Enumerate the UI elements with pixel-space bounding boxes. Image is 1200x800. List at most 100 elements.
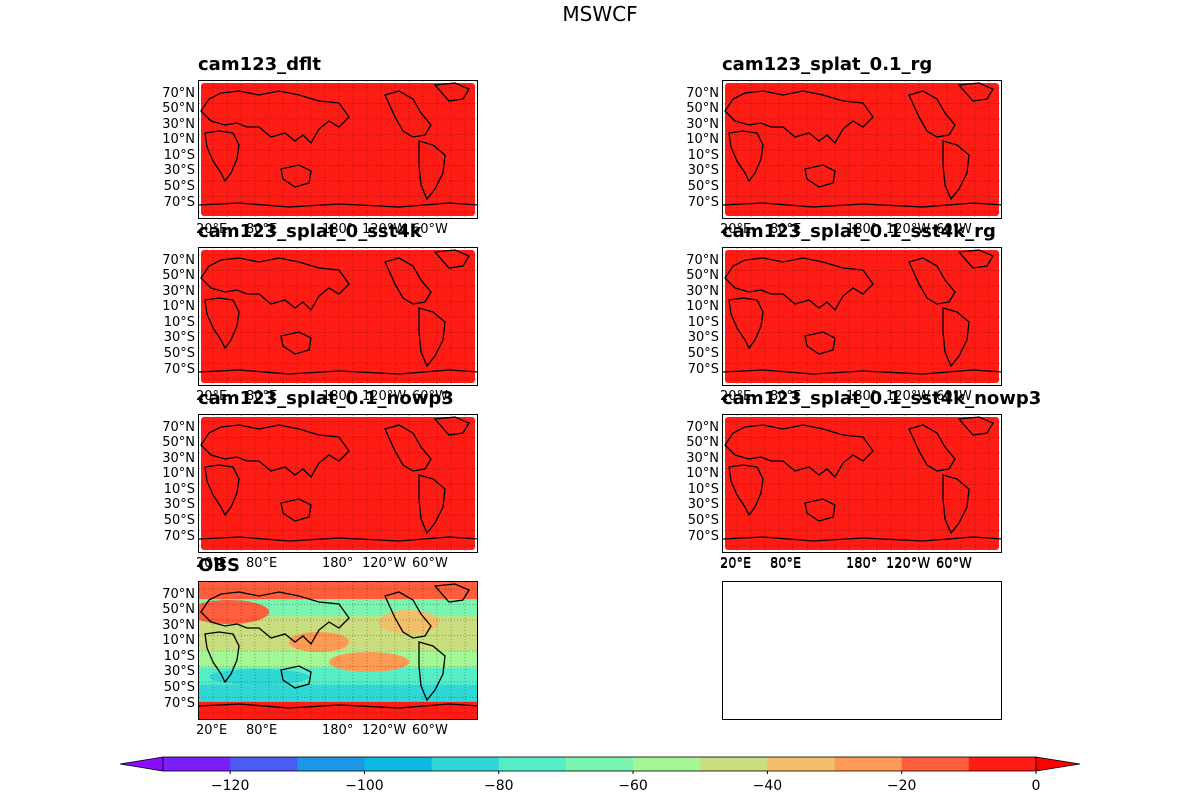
obs-patch (289, 632, 349, 652)
lat-tick-label: 70°N (162, 253, 195, 268)
lat-tick-label: 70°S (163, 696, 195, 711)
lon-tick-label: 60°W (412, 222, 448, 237)
map-field-svg (723, 81, 1001, 218)
lat-tick-label: 70°N (162, 86, 195, 101)
lat-tick-label: 50°N (162, 268, 195, 283)
coastline (723, 202, 1001, 208)
lon-tick-label: 120°W (362, 389, 407, 404)
colorbar-segment (633, 757, 701, 771)
colorbar-segment (968, 757, 1037, 771)
lat-tick-label: 10°N (162, 633, 195, 648)
coastline (199, 703, 477, 709)
coastline (200, 424, 350, 479)
lon-tick-label: 20°E (720, 222, 752, 237)
coastline (728, 130, 764, 183)
lon-tick-label: 60°W (412, 389, 448, 404)
map-field-svg (199, 81, 477, 218)
obs-band-70S-50S (199, 684, 477, 703)
panel-title: cam123_splat_0.1_rg (722, 54, 933, 75)
lon-tick-label: 180° (322, 556, 354, 571)
lat-tick-label: 50°N (162, 101, 195, 116)
coastline (199, 369, 477, 375)
obs-band-70N-90N (199, 582, 477, 601)
lat-tick-label: 10°N (162, 132, 195, 147)
lat-tick-label: 50°S (687, 179, 719, 194)
lat-tick-label: 70°N (686, 86, 719, 101)
colorbar: −120 −100 −80 −60 −40 −20 0 (118, 754, 1084, 794)
coastline (384, 424, 432, 472)
lon-tick-label: 60°W (936, 556, 972, 571)
coastline (942, 307, 970, 368)
lon-tick-label: 20°E (720, 556, 752, 571)
panel-title: cam123_dflt (198, 54, 321, 75)
lon-tick-label: 20°E (196, 723, 228, 738)
lat-tick-label: 70°N (686, 253, 719, 268)
field-fill (725, 83, 999, 216)
coastline (804, 164, 836, 188)
coastline (908, 90, 956, 138)
colorbar-over-triangle (1035, 756, 1081, 772)
lat-tick-label: 50°N (686, 101, 719, 116)
lon-tick-label: 120°W (362, 556, 407, 571)
coastline (204, 631, 240, 684)
obs-patch (199, 600, 269, 624)
coastline (728, 297, 764, 350)
coastline (204, 130, 240, 183)
coastline (723, 536, 1001, 542)
coastline (280, 498, 312, 522)
lon-tick-label: 80°E (246, 222, 278, 237)
coastline (724, 90, 874, 145)
coastline (433, 249, 470, 269)
lat-tick-label: 70°N (162, 420, 195, 435)
coastline (280, 331, 312, 355)
lat-tick-label: 70°N (686, 420, 719, 435)
obs-patch (209, 669, 309, 685)
lat-tick-label: 30°S (163, 163, 195, 178)
colorbar-segment (834, 757, 903, 771)
coastline (200, 257, 350, 312)
coastline (280, 665, 312, 689)
lat-tick-label: 50°S (163, 680, 195, 695)
lon-tick-label: 60°W (936, 557, 972, 572)
lon-tick-label: 120°W (886, 557, 931, 572)
coastline (957, 82, 994, 102)
lon-tick-label: 180° (846, 222, 878, 237)
colorbar-tick-label: −20 (886, 778, 917, 794)
coastline (433, 82, 470, 102)
lat-tick-label: 10°N (686, 299, 719, 314)
lat-tick-label: 10°N (162, 466, 195, 481)
lat-tick-label: 50°S (163, 513, 195, 528)
lat-tick-label: 70°S (687, 195, 719, 210)
lon-tick-label: 60°W (412, 556, 448, 571)
colorbar-tick-label: −60 (618, 778, 648, 794)
coastline (418, 307, 446, 368)
lat-tick-label: 30°N (162, 284, 195, 299)
colorbar-segment (565, 757, 634, 771)
lat-tick-label: 10°N (686, 466, 719, 481)
lat-tick-label: 30°N (162, 451, 195, 466)
obs-patch (329, 652, 409, 672)
coastline (418, 140, 446, 201)
lon-tick-label: 120°W (362, 222, 407, 237)
lat-tick-label: 30°N (686, 117, 719, 132)
map-plot (198, 247, 478, 386)
colorbar-tick-label: −100 (345, 778, 384, 794)
coastline (199, 536, 477, 542)
lat-tick-label: 70°S (163, 529, 195, 544)
lon-tick-label: 20°E (196, 222, 228, 237)
lat-tick-label: 50°N (162, 602, 195, 617)
lon-tick-label: 20°E (196, 389, 228, 404)
lon-tick-label: 20°E (196, 556, 228, 571)
coastline (723, 369, 1001, 375)
lat-tick-label: 70°S (163, 362, 195, 377)
lon-tick-label: 120°W (886, 556, 931, 571)
panel-title: cam123_splat_0.1_nowp3 (198, 388, 454, 409)
lat-tick-label: 50°S (163, 346, 195, 361)
lat-tick-label: 70°S (163, 195, 195, 210)
coastline (724, 257, 874, 312)
coastline (957, 416, 994, 436)
figure-title: MSWCF (562, 2, 638, 26)
lat-tick-label: 10°S (163, 148, 195, 163)
colorbar-under-triangle (119, 756, 164, 772)
coastline (384, 591, 432, 639)
